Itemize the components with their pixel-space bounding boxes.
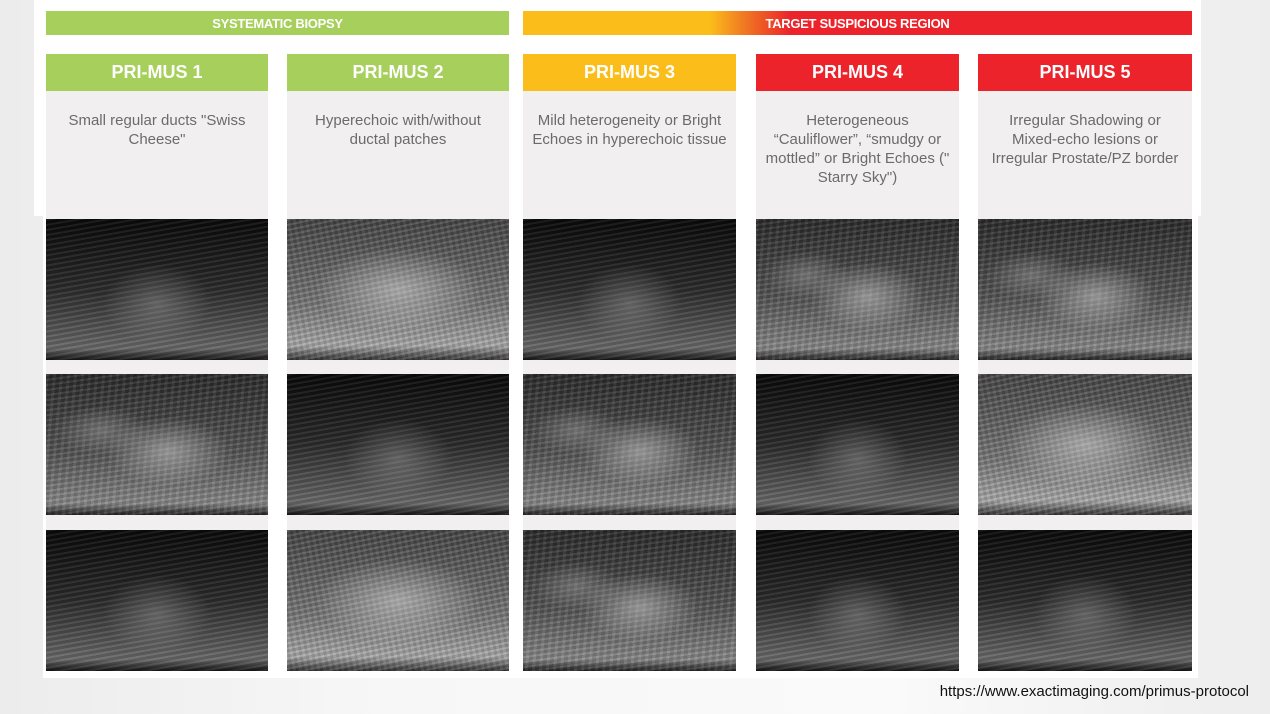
- column-description: Irregular Shadowing or Mixed-echo lesion…: [991, 112, 1179, 167]
- ultrasound-image: [523, 374, 736, 515]
- column-primus-2: PRI-MUS 2 Hyperechoic with/without ducta…: [287, 54, 509, 671]
- ultrasound-image: [287, 374, 509, 515]
- source-url: https://www.exactimaging.com/primus-prot…: [939, 683, 1249, 700]
- column-primus-3: PRI-MUS 3 Mild heterogeneity or Bright E…: [523, 54, 736, 671]
- ultrasound-image: [46, 530, 268, 671]
- column-title: PRI-MUS 4: [756, 54, 959, 91]
- column-title: PRI-MUS 1: [46, 54, 268, 91]
- systematic-biopsy-band: SYSTEMATIC BIOPSY: [46, 11, 509, 35]
- column-description: Mild heterogeneity or Bright Echoes in h…: [532, 112, 727, 148]
- ultrasound-image: [46, 374, 268, 515]
- ultrasound-image: [523, 530, 736, 671]
- ultrasound-image: [287, 530, 509, 671]
- column-primus-1: PRI-MUS 1 Small regular ducts "Swiss Che…: [46, 54, 268, 671]
- ultrasound-image: [756, 530, 959, 671]
- ultrasound-image: [978, 219, 1192, 360]
- ultrasound-image: [978, 374, 1192, 515]
- column-description: Hyperechoic with/without ductal patches: [315, 112, 481, 148]
- ultrasound-image: [287, 219, 509, 360]
- target-suspicious-region-band: TARGET SUSPICIOUS REGION: [523, 11, 1192, 35]
- column-title: PRI-MUS 3: [523, 54, 736, 91]
- column-title: PRI-MUS 5: [978, 54, 1192, 91]
- column-description: Small regular ducts "Swiss Cheese": [68, 112, 246, 148]
- column-description: Heterogeneous “Cauliflower”, “smudgy or …: [765, 112, 950, 186]
- column-primus-5: PRI-MUS 5 Irregular Shadowing or Mixed-e…: [978, 54, 1192, 671]
- ultrasound-image: [523, 219, 736, 360]
- ultrasound-image: [756, 374, 959, 515]
- ultrasound-image: [978, 530, 1192, 671]
- ultrasound-image: [756, 219, 959, 360]
- column-primus-4: PRI-MUS 4 Heterogeneous “Cauliflower”, “…: [756, 54, 959, 671]
- column-title: PRI-MUS 2: [287, 54, 509, 91]
- ultrasound-image: [46, 219, 268, 360]
